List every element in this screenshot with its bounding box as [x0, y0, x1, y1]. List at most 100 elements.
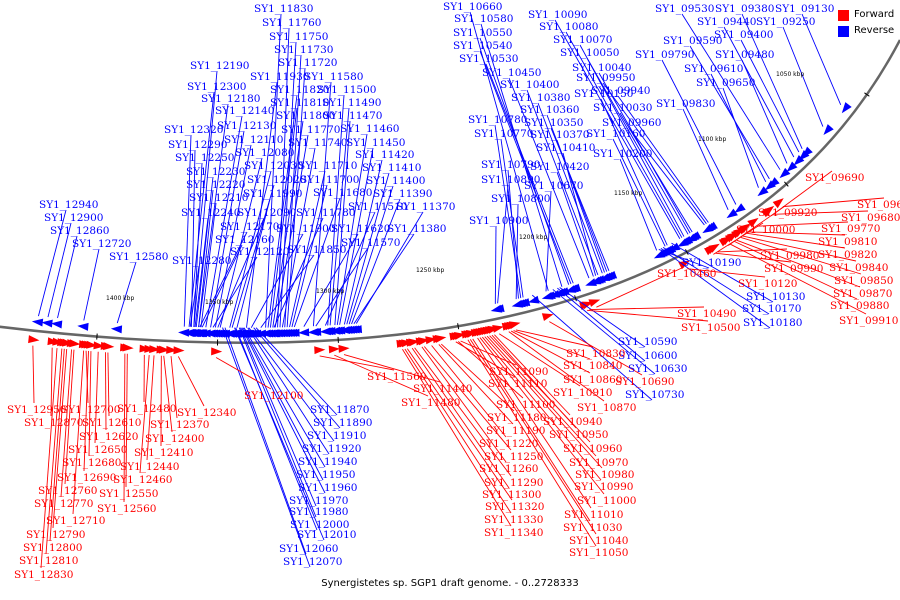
gene-arrow[interactable]: [314, 346, 326, 355]
gene-label[interactable]: SY1_11040: [569, 535, 628, 547]
gene-label[interactable]: SY1_11780: [296, 207, 355, 219]
gene-label[interactable]: SY1_09400: [714, 29, 773, 41]
gene-label[interactable]: SY1_10040: [572, 62, 631, 74]
gene-arrow[interactable]: [334, 326, 346, 335]
gene-label[interactable]: SY1_10800: [491, 193, 550, 205]
gene-arrow[interactable]: [156, 345, 168, 354]
gene-label[interactable]: SY1_10410: [536, 142, 595, 154]
gene-label[interactable]: SY1_12460: [113, 474, 172, 486]
gene-label[interactable]: SY1_09940: [591, 85, 650, 97]
gene-label[interactable]: SY1_10940: [543, 416, 602, 428]
gene-label[interactable]: SY1_11560: [367, 371, 426, 383]
gene-label[interactable]: SY1_10530: [459, 53, 518, 65]
gene-arrow[interactable]: [50, 320, 63, 329]
gene-label[interactable]: SY1_10460: [657, 268, 716, 280]
gene-label[interactable]: SY1_12320: [164, 124, 223, 136]
gene-label[interactable]: SY1_11290: [484, 477, 543, 489]
gene-label[interactable]: SY1_12770: [34, 498, 93, 510]
gene-label[interactable]: SY1_12170: [220, 221, 279, 233]
gene-label[interactable]: SY1_12190: [190, 60, 249, 72]
gene-label[interactable]: SY1_12610: [82, 417, 141, 429]
gene-label[interactable]: SY1_10950: [549, 429, 608, 441]
gene-arrow[interactable]: [93, 341, 105, 350]
gene-label[interactable]: SY1_12130: [217, 120, 276, 132]
gene-arrow[interactable]: [786, 161, 798, 172]
gene-label[interactable]: SY1_10380: [511, 92, 570, 104]
gene-arrow[interactable]: [541, 291, 554, 300]
gene-label[interactable]: SY1_10960: [563, 443, 622, 455]
gene-label[interactable]: SY1_11450: [346, 137, 405, 149]
gene-arrow[interactable]: [841, 102, 852, 114]
gene-label[interactable]: SY1_09530: [655, 3, 714, 15]
gene-label[interactable]: SY1_11330: [484, 514, 543, 526]
gene-label[interactable]: SY1_10030: [593, 102, 652, 114]
gene-arrow[interactable]: [702, 224, 714, 234]
gene-label[interactable]: SY1_11760: [262, 17, 321, 29]
gene-arrow[interactable]: [548, 289, 561, 298]
gene-label[interactable]: SY1_10660: [443, 1, 502, 13]
gene-label[interactable]: SY1_11960: [298, 482, 357, 494]
gene-label[interactable]: SY1_10200: [593, 148, 652, 160]
gene-label[interactable]: SY1_11110: [488, 378, 547, 390]
gene-label[interactable]: SY1_11100: [496, 399, 555, 411]
gene-label[interactable]: SY1_11320: [485, 501, 544, 513]
gene-label[interactable]: SY1_11740: [288, 137, 347, 149]
gene-arrow[interactable]: [415, 337, 428, 346]
gene-label[interactable]: SY1_10120: [738, 278, 797, 290]
gene-label[interactable]: SY1_12400: [145, 433, 204, 445]
gene-label[interactable]: SY1_12940: [39, 199, 98, 211]
gene-label[interactable]: SY1_10630: [628, 363, 687, 375]
gene-arrow[interactable]: [747, 217, 759, 228]
gene-label[interactable]: SY1_09920: [758, 207, 817, 219]
gene-label[interactable]: SY1_12240: [181, 207, 240, 219]
gene-arrow[interactable]: [206, 329, 218, 338]
gene-label[interactable]: SY1_10190: [682, 257, 741, 269]
gene-label[interactable]: SY1_11410: [362, 162, 421, 174]
gene-label[interactable]: SY1_12550: [99, 488, 158, 500]
gene-label[interactable]: SY1_12800: [23, 542, 82, 554]
gene-label[interactable]: SY1_12000: [290, 519, 349, 531]
gene-arrow[interactable]: [78, 340, 91, 349]
gene-label[interactable]: SY1_09480: [715, 49, 774, 61]
gene-label[interactable]: SY1_11720: [278, 57, 337, 69]
gene-arrow[interactable]: [83, 340, 95, 349]
gene-label[interactable]: SY1_12580: [109, 251, 168, 263]
gene-label[interactable]: SY1_12700: [61, 404, 120, 416]
gene-label[interactable]: SY1_12020: [247, 174, 306, 186]
gene-arrow[interactable]: [173, 346, 185, 355]
gene-label[interactable]: SY1_11920: [302, 443, 361, 455]
gene-label[interactable]: SY1_12870: [24, 417, 83, 429]
gene-label[interactable]: SY1_10970: [569, 457, 628, 469]
gene-label[interactable]: SY1_10690: [615, 376, 674, 388]
gene-label[interactable]: SY1_11970: [289, 495, 348, 507]
gene-label[interactable]: SY1_12230: [186, 166, 245, 178]
gene-label[interactable]: SY1_12180: [201, 93, 260, 105]
gene-arrow[interactable]: [668, 242, 681, 252]
gene-label[interactable]: SY1_11730: [274, 44, 333, 56]
gene-arrow[interactable]: [184, 328, 196, 337]
gene-label[interactable]: SY1_12900: [44, 212, 103, 224]
gene-arrow[interactable]: [706, 244, 718, 254]
gene-label[interactable]: SY1_12810: [19, 555, 78, 567]
gene-label[interactable]: SY1_10790: [481, 159, 540, 171]
gene-label[interactable]: SY1_11910: [307, 430, 366, 442]
gene-label[interactable]: SY1_10780: [468, 114, 527, 126]
gene-label[interactable]: SY1_10080: [539, 21, 598, 33]
gene-label[interactable]: SY1_10360: [520, 104, 579, 116]
gene-arrow[interactable]: [451, 332, 464, 341]
gene-label[interactable]: SY1_10150: [574, 88, 633, 100]
gene-label[interactable]: SY1_09130: [775, 3, 834, 15]
gene-label[interactable]: SY1_11190: [486, 425, 545, 437]
gene-label[interactable]: SY1_11710: [298, 160, 357, 172]
gene-label[interactable]: SY1_09910: [839, 315, 898, 327]
gene-label[interactable]: SY1_09810: [818, 236, 877, 248]
gene-label[interactable]: SY1_12370: [150, 419, 209, 431]
gene-label[interactable]: SY1_10370: [530, 129, 589, 141]
gene-label[interactable]: SY1_11260: [479, 463, 538, 475]
gene-label[interactable]: SY1_11470: [323, 110, 382, 122]
gene-label[interactable]: SY1_12100: [244, 390, 303, 402]
gene-arrow[interactable]: [100, 341, 112, 350]
gene-label[interactable]: SY1_11030: [563, 522, 622, 534]
gene-label[interactable]: SY1_10160: [586, 128, 645, 140]
gene-arrow[interactable]: [28, 335, 40, 344]
